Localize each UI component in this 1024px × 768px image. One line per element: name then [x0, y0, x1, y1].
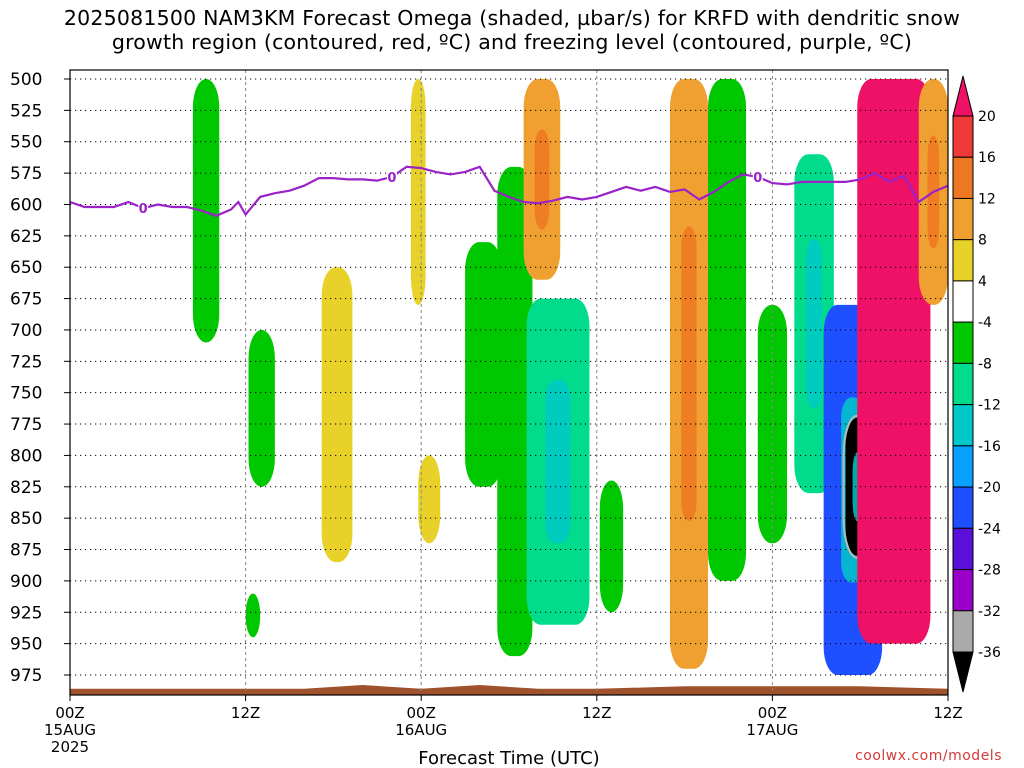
colorbar-box-11	[952, 527, 974, 571]
freezing-label-bg-1	[386, 169, 397, 184]
freezing-level-line	[69, 165, 949, 217]
omega-region-17	[857, 79, 931, 644]
omega-region-6	[465, 242, 502, 487]
colorbar-box-8	[952, 404, 974, 447]
colorbar-label-12: -32	[978, 604, 1001, 620]
plot-grid	[70, 70, 948, 695]
y-tick-label-11: 775	[10, 415, 42, 435]
ground-fill	[70, 685, 948, 695]
omega-region-10	[599, 480, 624, 613]
plot-frame	[69, 69, 949, 696]
colorbar-label-7: -12	[978, 398, 1001, 414]
freezing-label-bg-2	[752, 169, 763, 184]
colorbar-label-4: 4	[978, 274, 987, 290]
colorbar-label-13: -36	[978, 645, 1001, 661]
colorbar-box-9	[952, 445, 974, 488]
omega-core-8	[534, 129, 550, 230]
x-tick-label-5: 12Z	[933, 704, 962, 722]
y-tick-label-4: 600	[10, 195, 42, 215]
colorbar-box-7	[952, 362, 974, 406]
omega-region-3	[321, 267, 353, 563]
y-tick-label-1: 525	[10, 101, 42, 121]
colorbar: 20 16 12 8 4 -4 -8 -12 -16 -20 -24 -28 -32 -36	[952, 75, 1001, 693]
y-tick-label-10: 750	[10, 384, 42, 404]
omega-core-14	[806, 238, 823, 409]
colorbar-box-3	[952, 197, 974, 241]
colorbar-box-4	[952, 239, 974, 282]
y-tick-label-8: 700	[10, 321, 42, 341]
y-tick-label-13: 825	[10, 478, 42, 498]
omega-core-11	[681, 226, 697, 522]
omega-core-9	[545, 380, 571, 544]
credit-text: coolwx.com/models	[855, 748, 1002, 764]
ground-layer	[70, 685, 948, 695]
omega-region-7	[497, 166, 533, 657]
freezing-level-label-0: 0	[139, 202, 148, 217]
y-tick-label-3: 575	[10, 164, 42, 184]
colorbar-label-8: -16	[978, 439, 1001, 455]
x-tick-label-3: 12Z	[582, 704, 611, 722]
x-tick-label-2: 00Z	[407, 704, 436, 722]
y-tick-label-19: 975	[10, 666, 42, 686]
x-axis-title: Forecast Time (UTC)	[418, 748, 599, 768]
y-tick-label-9: 725	[10, 352, 42, 372]
y-tick-label-12: 800	[10, 446, 42, 466]
colorbar-label-10: -24	[978, 521, 1001, 537]
freezing-level-label-1: 0	[387, 171, 396, 186]
chart-title: 2025081500 NAM3KM Forecast Omega (shaded…	[0, 6, 1024, 54]
y-tick-label-7: 675	[10, 290, 42, 310]
colorbar-label-1: 16	[978, 150, 996, 166]
freezing-label-bg-0	[138, 201, 149, 216]
omega-region-5	[418, 455, 441, 544]
x-tick-year-0: 2025	[51, 738, 89, 756]
x-tick-label-0: 00Z	[55, 704, 84, 722]
x-tick-label-1: 12Z	[231, 704, 260, 722]
colorbar-box-1	[952, 115, 974, 158]
colorbar-label-2: 12	[978, 191, 996, 207]
colorbar-box-12	[952, 569, 974, 612]
colorbar-label-9: -20	[978, 480, 1001, 496]
y-tick-label-0: 500	[10, 70, 42, 90]
colorbar-bottom-arrow	[952, 651, 974, 693]
colorbar-label-0: 20	[978, 109, 996, 125]
colorbar-label-3: 8	[978, 233, 987, 249]
colorbar-label-5: -4	[978, 315, 992, 331]
freezing-level-label-2: 0	[753, 171, 762, 186]
x-tick-date-4: 17AUG	[746, 721, 798, 739]
y-tick-label-5: 625	[10, 227, 42, 247]
y-tick-label-16: 900	[10, 572, 42, 592]
y-tick-label-14: 850	[10, 509, 42, 529]
y-tick-label-15: 875	[10, 541, 42, 561]
freezing-level-contour: 0 0 0	[69, 165, 949, 217]
y-tick-label-2: 550	[10, 133, 42, 153]
colorbar-box-13	[952, 610, 974, 653]
y-tick-label-6: 650	[10, 258, 42, 278]
y-tick-label-17: 925	[10, 603, 42, 623]
colorbar-box-2	[952, 156, 974, 199]
colorbar-label-11: -28	[978, 563, 1001, 579]
omega-region-12	[708, 79, 747, 581]
colorbar-box-6	[952, 321, 974, 364]
colorbar-label-6: -8	[978, 356, 992, 372]
title-line-1: 2025081500 NAM3KM Forecast Omega (shaded…	[63, 6, 961, 30]
y-axis: 500 525 550 575 600 625 650 675 700 725 750 775 800 8…	[10, 70, 70, 686]
colorbar-top-arrow	[952, 75, 974, 117]
colorbar-box-10	[952, 486, 974, 529]
x-tick-date-0: 15AUG	[44, 721, 96, 739]
omega-shading	[192, 79, 948, 675]
x-tick-date-2: 16AUG	[395, 721, 447, 739]
x-tick-label-4: 00Z	[758, 704, 787, 722]
y-tick-label-18: 950	[10, 635, 42, 655]
title-line-2: growth region (contoured, red, ºC) and f…	[111, 30, 913, 54]
omega-region-4	[410, 79, 426, 305]
omega-region-2	[245, 593, 261, 638]
omega-region-0	[192, 79, 220, 343]
omega-region-1	[248, 329, 275, 487]
colorbar-box-5	[952, 280, 974, 323]
